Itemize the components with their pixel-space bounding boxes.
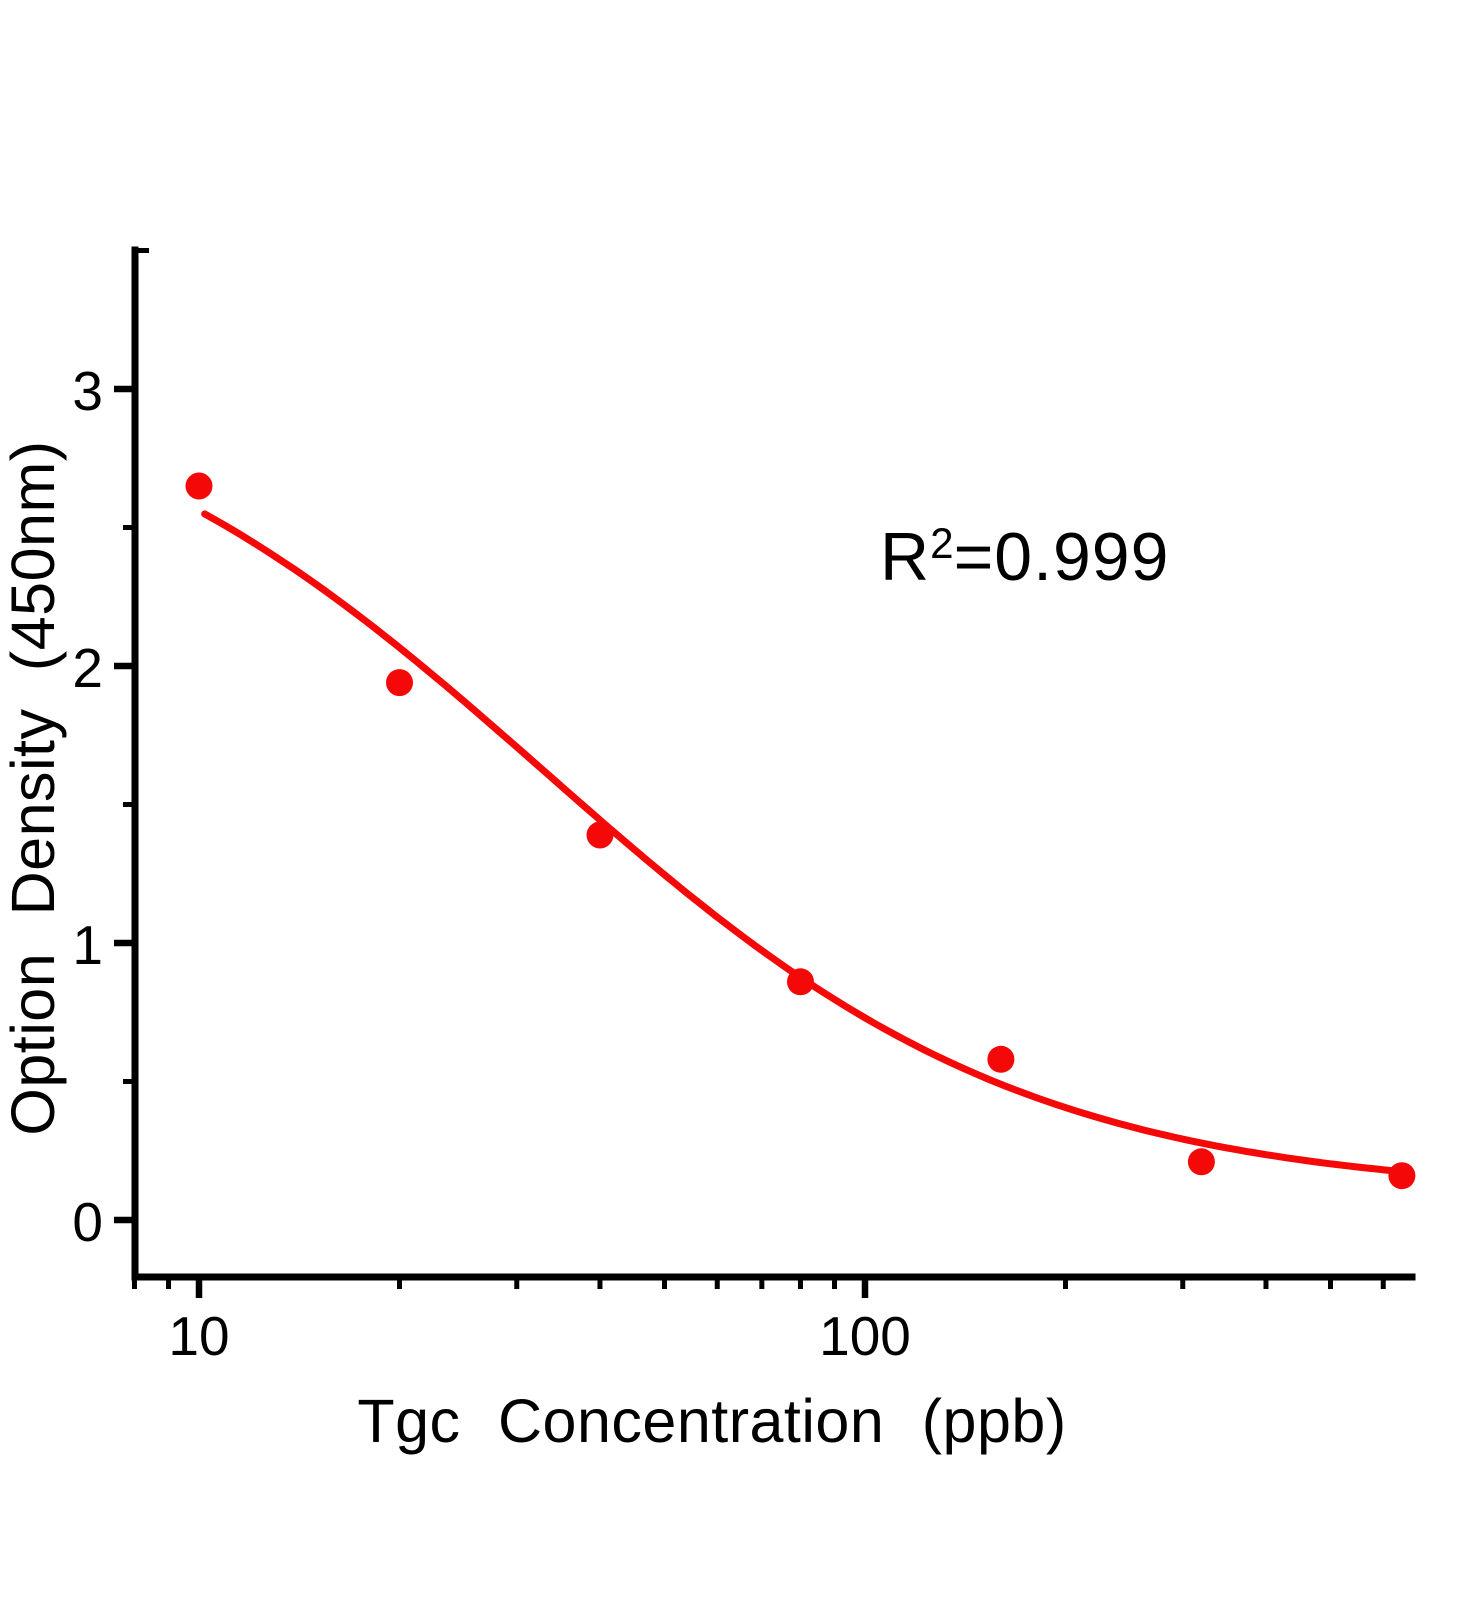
data-point (987, 1045, 1015, 1073)
tick-marks-group (114, 248, 1386, 1298)
axes-group (131, 246, 1416, 1281)
y-tick-label: 1 (72, 914, 103, 976)
x-axis-title: Tgc Concentration (ppb) (357, 1387, 1067, 1455)
fit-curve-group (201, 510, 1410, 1176)
r-squared-annotation: R2=0.999 (880, 518, 1169, 596)
r-squared-exponent: 2 (930, 520, 954, 568)
x-tick-label: 10 (168, 1305, 229, 1367)
y-tick-label: 3 (72, 360, 103, 422)
data-point (586, 821, 614, 849)
y-tick-label: 0 (72, 1191, 103, 1253)
data-point (1187, 1148, 1215, 1176)
y-tick-label: 2 (72, 637, 103, 699)
data-point (1388, 1162, 1416, 1190)
tick-labels-group: 10 100 0 1 2 3 (72, 360, 910, 1367)
data-points-group (185, 472, 1416, 1190)
data-point (185, 472, 213, 500)
r-squared-value: =0.999 (953, 519, 1170, 595)
data-point (787, 968, 814, 996)
fit-curve-path (201, 510, 1410, 1176)
data-point (386, 669, 413, 697)
y-axis-title: Option Density (450nm) (0, 440, 67, 1136)
x-tick-label: 100 (819, 1305, 911, 1367)
r-squared-prefix: R (880, 519, 931, 595)
